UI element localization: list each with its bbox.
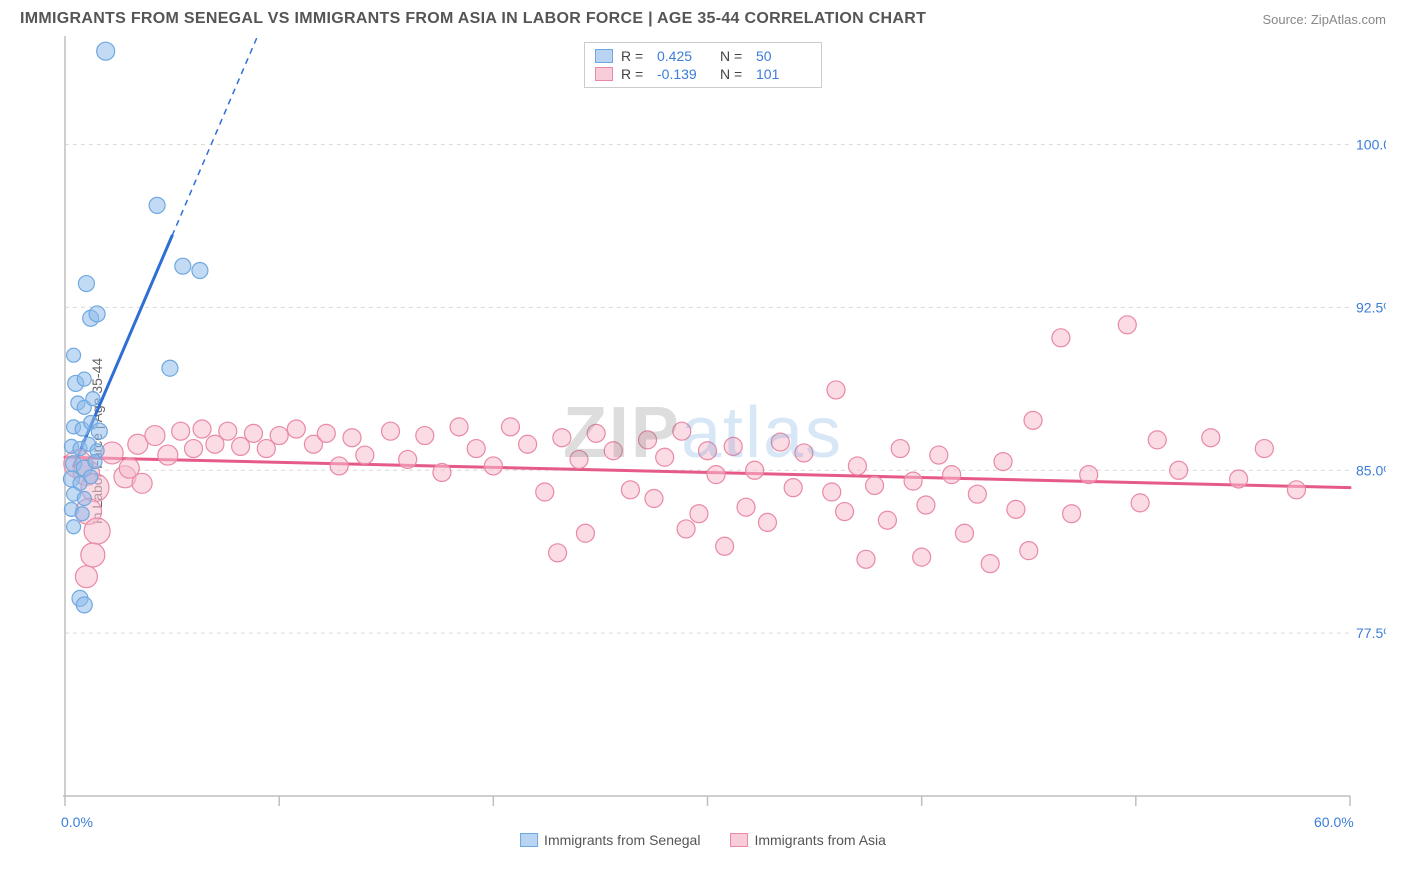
legend-item-asia: Immigrants from Asia bbox=[730, 832, 885, 848]
swatch-asia bbox=[595, 67, 613, 81]
chart-container: In Labor Force | Age 35-44 77.5%85.0%92.… bbox=[20, 36, 1386, 846]
x-axis-max: 60.0% bbox=[1314, 814, 1354, 830]
legend-row-senegal: R = 0.425 N = 50 bbox=[595, 47, 811, 65]
svg-text:77.5%: 77.5% bbox=[1356, 625, 1386, 641]
series-legend: Immigrants from Senegal Immigrants from … bbox=[520, 832, 886, 848]
swatch-senegal bbox=[595, 49, 613, 63]
legend-item-senegal: Immigrants from Senegal bbox=[520, 832, 700, 848]
swatch-senegal-icon bbox=[520, 833, 538, 847]
svg-text:100.0%: 100.0% bbox=[1356, 137, 1386, 153]
source-attribution: Source: ZipAtlas.com bbox=[1262, 12, 1386, 27]
header: IMMIGRANTS FROM SENEGAL VS IMMIGRANTS FR… bbox=[0, 0, 1406, 36]
swatch-asia-icon bbox=[730, 833, 748, 847]
chart-title: IMMIGRANTS FROM SENEGAL VS IMMIGRANTS FR… bbox=[20, 10, 926, 28]
legend-row-asia: R = -0.139 N = 101 bbox=[595, 65, 811, 83]
scatter-plot: 77.5% 85.0% 92.5% 100.0% bbox=[20, 36, 1386, 846]
x-axis-min: 0.0% bbox=[61, 814, 93, 830]
svg-text:85.0%: 85.0% bbox=[1356, 462, 1386, 478]
svg-text:92.5%: 92.5% bbox=[1356, 299, 1386, 315]
correlation-legend: R = 0.425 N = 50 R = -0.139 N = 101 bbox=[584, 42, 822, 88]
